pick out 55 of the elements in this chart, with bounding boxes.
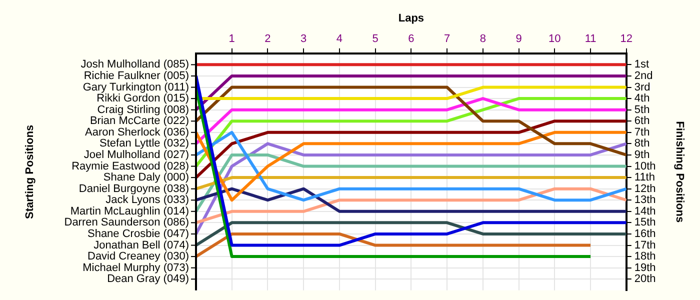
- x-tick-label: 9: [516, 32, 522, 45]
- y-tick-label: 16th: [634, 228, 656, 240]
- y-tick-label: 14th: [634, 205, 656, 218]
- text: Dean Gray (049): [107, 273, 189, 286]
- x-tick-label: 12: [620, 32, 633, 45]
- y-tick-label: 2nd: [634, 70, 653, 82]
- y-tick-label: 17th: [634, 239, 656, 252]
- y-tick-label: 13th: [634, 194, 656, 206]
- text: Aaron Sherlock (036): [85, 126, 189, 138]
- y-tick-label: 3rd: [634, 81, 650, 94]
- text: Darren Saunderson (086): [64, 216, 189, 229]
- y-tick-label: 9th: [634, 149, 650, 162]
- text: Shane Daly (000): [103, 172, 189, 184]
- y-tick-label: 18th: [634, 250, 656, 263]
- text: Joel Mulholland (027): [84, 149, 189, 162]
- y-tick-label: 7th: [634, 126, 650, 138]
- text: Starting Positions: [24, 124, 36, 219]
- text: Martin McLaughlin (014): [70, 205, 189, 218]
- y-tick-label: 19th: [634, 262, 656, 274]
- text: Stefan Lyttle (032): [100, 138, 189, 150]
- x-tick-label: 2: [264, 32, 271, 45]
- x-tick-label: 10: [548, 32, 561, 45]
- y-axis-title: Finishing Positions: [673, 121, 686, 223]
- x-tick-label: 4: [336, 32, 343, 45]
- x-tick-label: 1: [228, 32, 235, 45]
- y-tick-label: 10th: [634, 160, 656, 172]
- text: Shane Crosbie (047): [87, 228, 189, 240]
- text: Jonathan Bell (074): [94, 239, 189, 252]
- x-tick-label: 6: [408, 32, 414, 45]
- text: Raymie Eastwood (028): [72, 160, 189, 172]
- text: Craig Stirling (008): [97, 104, 189, 116]
- text: Josh Mulholland (085): [80, 58, 189, 71]
- y-tick-label: 11th: [634, 172, 655, 184]
- text: Brian McCarte (022): [90, 115, 189, 128]
- text: Gary Turkington (011): [82, 81, 189, 94]
- x-tick-label: 5: [372, 32, 378, 45]
- x-axis-title: Laps: [398, 12, 424, 25]
- text: Richie Faulkner (005): [84, 70, 189, 82]
- x-tick-label: 11: [584, 32, 596, 45]
- y-tick-label: 1st: [634, 58, 650, 71]
- y-tick-label: 8th: [634, 138, 650, 150]
- y-tick-label: 5th: [634, 104, 650, 116]
- text: David Creaney (030): [88, 250, 189, 263]
- y-tick-label: 6th: [634, 115, 650, 128]
- text: Rikki Gordon (015): [96, 92, 189, 105]
- y-tick-label: 20th: [634, 273, 656, 286]
- text: Daniel Burgoyne (038): [78, 182, 189, 195]
- y-tick-label: 15th: [634, 216, 656, 229]
- y-tick-label: 12th: [634, 182, 656, 195]
- x-tick-label: 7: [444, 32, 450, 45]
- x-tick-label: 8: [480, 32, 486, 45]
- y-tick-label: 4th: [634, 92, 650, 105]
- text: Jack Lyons (033): [106, 194, 189, 206]
- x-tick-label: 3: [300, 32, 307, 45]
- text: Michael Murphy (073): [82, 262, 189, 274]
